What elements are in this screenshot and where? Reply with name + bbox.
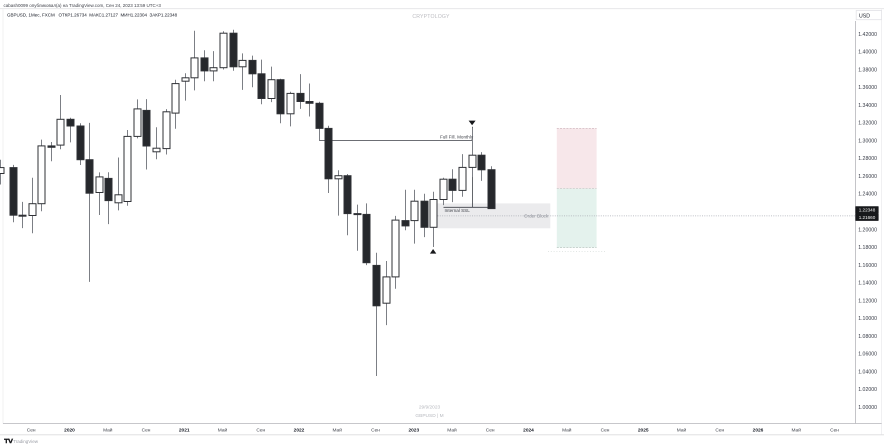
svg-text:1.22348: 1.22348 xyxy=(859,208,876,213)
svg-text:1.12000: 1.12000 xyxy=(858,298,877,304)
svg-text:1.38000: 1.38000 xyxy=(858,67,877,73)
svg-text:Сен: Сен xyxy=(371,427,380,433)
svg-text:1.21660: 1.21660 xyxy=(859,215,876,220)
svg-text:1.08000: 1.08000 xyxy=(858,334,877,340)
svg-text:cabash0099 опубликовал(а) на T: cabash0099 опубликовал(а) на TradingView… xyxy=(4,3,162,8)
svg-text:1.34000: 1.34000 xyxy=(858,103,877,109)
svg-text:1.16000: 1.16000 xyxy=(858,263,877,269)
svg-text:Сен: Сен xyxy=(715,427,724,433)
svg-text:1.36000: 1.36000 xyxy=(858,85,877,91)
svg-text:Май: Май xyxy=(562,426,572,433)
svg-text:1.28000: 1.28000 xyxy=(858,156,877,162)
svg-text:1.20000: 1.20000 xyxy=(858,227,877,233)
svg-text:1.42000: 1.42000 xyxy=(858,32,877,38)
svg-text:1.14000: 1.14000 xyxy=(858,281,877,287)
svg-text:1.04000: 1.04000 xyxy=(858,369,877,375)
svg-text:2026: 2026 xyxy=(753,427,764,433)
svg-text:2025: 2025 xyxy=(638,427,649,433)
svg-text:1.10000: 1.10000 xyxy=(858,316,877,322)
svg-text:Май: Май xyxy=(103,426,113,433)
svg-text:1.40000: 1.40000 xyxy=(858,50,877,56)
svg-text:1.06000: 1.06000 xyxy=(858,352,877,358)
svg-text:GBPUSD | M: GBPUSD | M xyxy=(415,413,443,419)
svg-text:2023: 2023 xyxy=(408,427,419,433)
svg-text:Сен: Сен xyxy=(256,427,265,433)
svg-text:Сен: Сен xyxy=(486,427,495,433)
svg-text:Май: Май xyxy=(332,426,342,433)
svg-text:2021: 2021 xyxy=(179,427,190,433)
svg-text:Май: Май xyxy=(447,426,457,433)
svg-text:1.32000: 1.32000 xyxy=(858,121,877,127)
svg-text:Сен: Сен xyxy=(142,427,151,433)
svg-text:1.26000: 1.26000 xyxy=(858,174,877,180)
svg-text:CRYPTOLOGY: CRYPTOLOGY xyxy=(412,14,450,20)
svg-text:1.30000: 1.30000 xyxy=(858,139,877,145)
svg-text:1.02000: 1.02000 xyxy=(858,387,877,393)
svg-text:1.24000: 1.24000 xyxy=(858,192,877,198)
svg-text:TradingView: TradingView xyxy=(13,439,39,444)
svg-text:Internal SSL: Internal SSL xyxy=(445,208,471,213)
svg-text:Сен: Сен xyxy=(27,427,36,433)
svg-text:2022: 2022 xyxy=(294,427,305,433)
svg-text:GBPUSD, 1Мес, FXCM ОТКР1.267: GBPUSD, 1Мес, FXCM ОТКР1.26734 МАКС1.271… xyxy=(7,13,178,18)
svg-text:Сен: Сен xyxy=(830,427,839,433)
svg-text:2020: 2020 xyxy=(64,427,75,433)
svg-text:Май: Май xyxy=(677,426,687,433)
svg-text:2024: 2024 xyxy=(523,427,534,433)
svg-text:1.18000: 1.18000 xyxy=(858,245,877,251)
svg-text:USD: USD xyxy=(859,13,870,19)
svg-text:Май: Май xyxy=(218,426,228,433)
svg-text:Сен: Сен xyxy=(601,427,610,433)
svg-text:Full Fill. Monthly: Full Fill. Monthly xyxy=(440,135,474,140)
svg-text:Май: Май xyxy=(791,426,801,433)
svg-text:29/9/2023: 29/9/2023 xyxy=(419,404,441,410)
svg-text:1.00000: 1.00000 xyxy=(858,405,877,411)
